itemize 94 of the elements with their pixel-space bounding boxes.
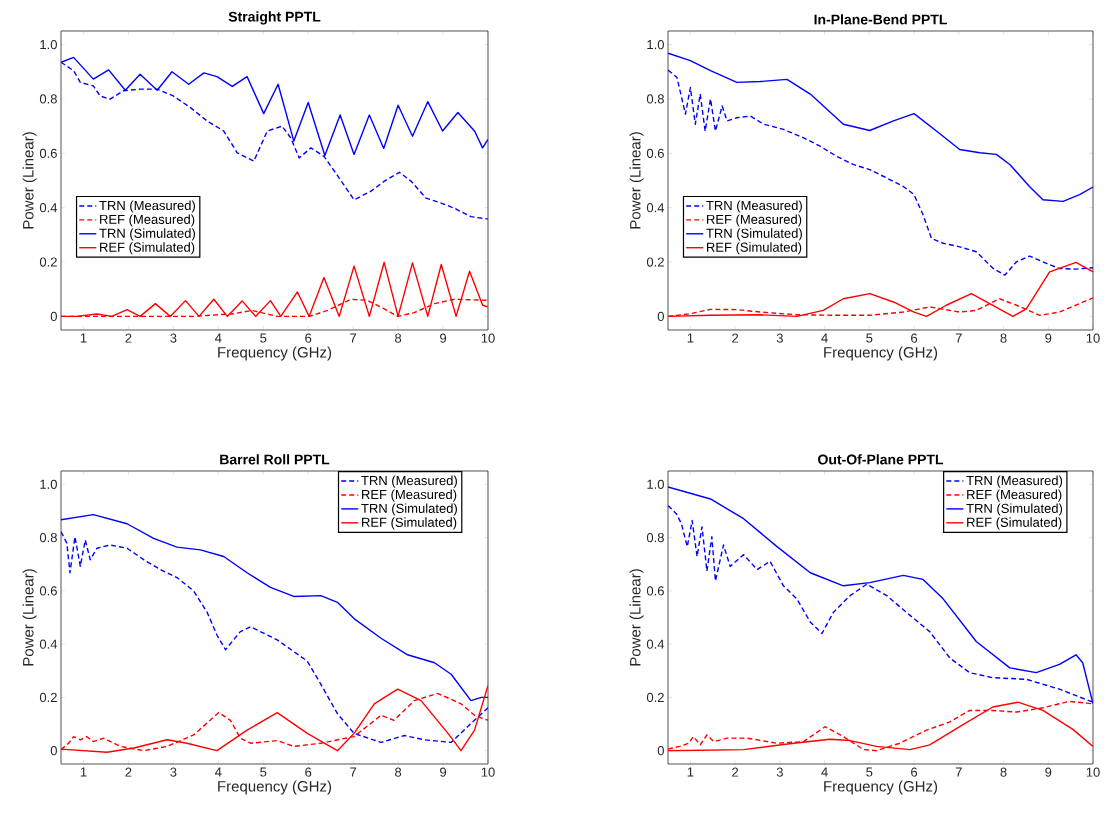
y-tick-label: 0 — [657, 746, 664, 756]
x-tick-label: 4 — [821, 333, 828, 343]
y-tick-label: 0.2 — [39, 257, 57, 267]
x-tick-label: 9 — [440, 333, 447, 343]
x-tick-label: 9 — [1045, 333, 1052, 343]
y-tick-label: 0.8 — [646, 94, 664, 104]
y-tick-label: 0.2 — [646, 692, 664, 703]
chart-title: In-Plane-Bend PPTL — [814, 14, 947, 25]
y-axis-title: Power (Linear) — [629, 569, 644, 666]
x-tick-label: 3 — [170, 767, 177, 777]
y-axis-title: Power (Linear) — [22, 132, 37, 229]
x-tick-label: 8 — [395, 767, 402, 777]
x-axis-title: Frequency (GHz) — [824, 780, 938, 795]
x-tick-label: 8 — [395, 333, 402, 343]
x-tick-label: 5 — [260, 767, 267, 777]
y-tick-label: 0.8 — [646, 532, 664, 543]
y-tick-label: 1.0 — [647, 39, 664, 50]
legend-label: TRN (Measured) — [361, 475, 457, 488]
x-tick-label: 5 — [260, 333, 267, 343]
y-axis-title: Power (Linear) — [629, 132, 644, 229]
x-tick-label: 10 — [1086, 333, 1100, 343]
x-tick-label: 10 — [1086, 767, 1100, 777]
y-tick-label: 0.8 — [39, 532, 57, 543]
chart-title: Straight PPTL — [228, 11, 321, 25]
x-tick-label: 7 — [955, 333, 962, 343]
y-tick-label: 0.2 — [39, 692, 57, 703]
y-tick-label: 1.0 — [40, 39, 57, 50]
x-tick-label: 3 — [776, 333, 783, 343]
y-tick-label: 0.6 — [39, 148, 57, 158]
x-tick-label: 3 — [776, 767, 783, 777]
legend-label: TRN (Simulated) — [966, 503, 1063, 516]
x-tick-label: 2 — [125, 767, 132, 777]
legend-label: REF (Measured) — [707, 214, 802, 227]
x-tick-label: 9 — [1045, 767, 1052, 777]
x-tick-label: 1 — [80, 767, 87, 777]
y-tick-label: 0.4 — [39, 203, 58, 213]
x-tick-label: 2 — [125, 333, 132, 343]
x-tick-label: 1 — [687, 333, 694, 343]
x-tick-label: 1 — [80, 333, 87, 343]
x-tick-label: 3 — [170, 333, 177, 343]
x-tick-label: 4 — [821, 767, 828, 777]
x-axis-title: Frequency (GHz) — [218, 346, 332, 361]
x-tick-label: 10 — [481, 767, 495, 777]
x-tick-label: 4 — [215, 333, 222, 343]
legend-label: TRN (Measured) — [99, 200, 195, 213]
chart-title: Out-Of-Plane PPTL — [818, 454, 944, 465]
y-tick-label: 0 — [657, 311, 664, 321]
legend-label: REF (Simulated) — [967, 517, 1062, 530]
legend-label: REF (Simulated) — [100, 242, 195, 255]
legend-label: TRN (Simulated) — [99, 228, 195, 241]
x-tick-label: 8 — [1000, 333, 1007, 343]
x-tick-label: 8 — [1000, 767, 1007, 777]
legend-label: REF (Simulated) — [362, 517, 457, 530]
legend-label: REF (Simulated) — [707, 242, 802, 255]
y-tick-label: 0.4 — [646, 639, 665, 649]
line-series — [61, 531, 488, 744]
x-tick-label: 9 — [440, 767, 447, 777]
x-axis-title: Frequency (GHz) — [824, 346, 938, 361]
x-tick-label: 6 — [911, 333, 918, 343]
x-tick-label: 2 — [732, 767, 739, 777]
y-tick-label: 0.8 — [39, 94, 57, 104]
x-tick-label: 5 — [866, 767, 873, 777]
x-tick-label: 4 — [215, 767, 222, 777]
x-tick-label: 1 — [687, 767, 694, 777]
y-tick-label: 0.6 — [39, 586, 57, 596]
line-series — [668, 69, 1093, 276]
y-tick-label: 0.4 — [646, 203, 665, 213]
x-tick-label: 6 — [305, 333, 312, 343]
x-tick-label: 7 — [350, 767, 357, 777]
y-tick-label: 0.4 — [39, 639, 58, 649]
legend-label: TRN (Measured) — [706, 200, 802, 213]
y-tick-label: 1.0 — [647, 479, 664, 489]
x-tick-label: 6 — [911, 767, 918, 777]
x-tick-label: 6 — [305, 767, 312, 777]
legend-label: TRN (Simulated) — [706, 228, 802, 241]
y-tick-label: 0 — [50, 746, 57, 756]
legend-label: TRN (Simulated) — [361, 503, 457, 516]
x-tick-label: 7 — [955, 767, 962, 777]
legend-label: REF (Measured) — [967, 489, 1062, 502]
y-tick-label: 0.6 — [646, 148, 664, 158]
legend-label: REF (Measured) — [362, 489, 457, 502]
x-tick-label: 10 — [481, 333, 495, 343]
y-axis-title: Power (Linear) — [22, 569, 37, 666]
x-tick-label: 2 — [732, 333, 739, 343]
legend-label: REF (Measured) — [100, 214, 195, 227]
y-tick-label: 0.6 — [646, 586, 664, 596]
x-tick-label: 5 — [866, 333, 873, 343]
y-tick-label: 0 — [50, 311, 57, 321]
chart-title: Barrel Roll PPTL — [220, 454, 330, 465]
x-tick-label: 7 — [350, 333, 357, 343]
x-axis-title: Frequency (GHz) — [218, 780, 332, 795]
legend-label: TRN (Measured) — [966, 475, 1063, 488]
y-tick-label: 0.2 — [646, 257, 664, 267]
y-tick-label: 1.0 — [40, 479, 57, 489]
